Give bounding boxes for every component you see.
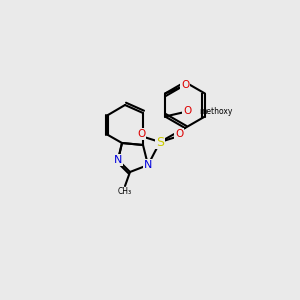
Text: methoxy: methoxy bbox=[199, 107, 232, 116]
Text: CH₃: CH₃ bbox=[118, 187, 132, 196]
Text: N: N bbox=[144, 160, 152, 170]
Text: O: O bbox=[175, 129, 183, 139]
Text: O: O bbox=[183, 106, 191, 116]
Text: S: S bbox=[156, 136, 164, 148]
Text: O: O bbox=[181, 80, 189, 91]
Text: O: O bbox=[137, 129, 145, 139]
Text: N: N bbox=[114, 155, 122, 165]
